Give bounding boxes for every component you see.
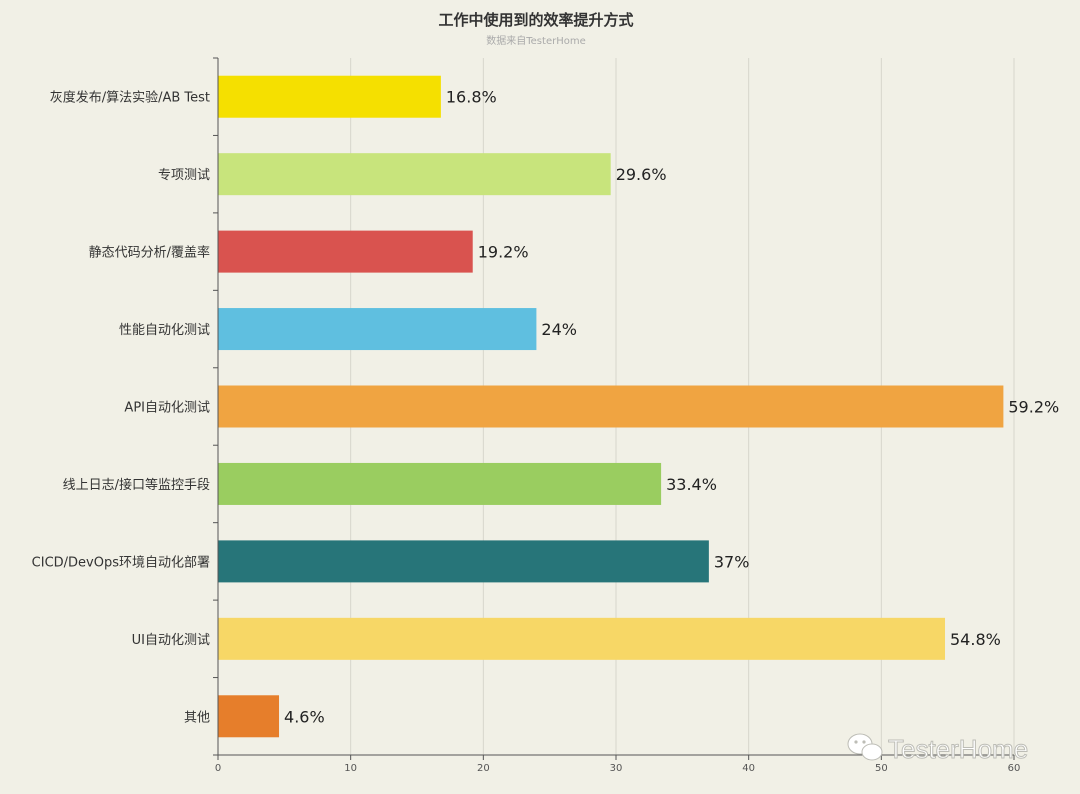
x-tick-label: 0	[215, 763, 221, 774]
bar	[218, 75, 441, 118]
watermark-text: TesterHome	[888, 734, 1028, 764]
category-label: CICD/DevOps环境自动化部署	[32, 555, 210, 570]
x-tick-label: 30	[610, 763, 623, 774]
chart-subtitle: 数据来自TesterHome	[486, 34, 586, 47]
data-label: 29.6%	[616, 165, 667, 184]
x-tick-label: 10	[344, 763, 357, 774]
category-label: 灰度发布/算法实验/AB Test	[50, 90, 210, 106]
axes: 0 10 20 30 40 50 60 灰度发布/算法实验/AB Test 专项测试静态代码分析…	[32, 57, 1021, 774]
data-label: 19.2%	[478, 243, 529, 262]
x-tick-label: 40	[742, 763, 755, 774]
bars: 16.8% 29.6% 19.2% 24% 59.2% 33.4% 37% 54.8% 4.6%	[218, 75, 1059, 738]
bar	[218, 540, 709, 583]
category-label: 性能自动化测试	[119, 323, 210, 338]
watermark: TesterHome	[847, 733, 1029, 765]
data-label: 16.8%	[446, 88, 497, 107]
data-label: 37%	[714, 552, 750, 571]
category-label: 其他	[184, 710, 210, 725]
category-label: UI自动化测试	[132, 633, 210, 648]
wechat-icon	[847, 733, 883, 761]
x-tick-label: 60	[1008, 763, 1021, 774]
data-label: 4.6%	[284, 707, 325, 726]
bar	[218, 308, 537, 351]
bar	[218, 230, 473, 273]
category-label: 专项测试	[158, 168, 210, 183]
chart-title: 工作中使用到的效率提升方式	[438, 11, 633, 29]
bar	[218, 695, 280, 738]
category-label: 线上日志/接口等监控手段	[63, 477, 210, 493]
data-label: 24%	[541, 320, 577, 339]
data-label: 54.8%	[950, 630, 1001, 649]
bar	[218, 462, 662, 505]
data-label: 33.4%	[666, 475, 717, 494]
x-tick-label: 50	[875, 763, 888, 774]
x-tick-label: 20	[477, 763, 490, 774]
bar	[218, 617, 946, 660]
bar	[218, 385, 1004, 428]
category-label: 静态代码分析/覆盖率	[89, 245, 210, 261]
data-label: 59.2%	[1008, 398, 1059, 417]
category-label: API自动化测试	[124, 401, 210, 416]
bar	[218, 153, 611, 196]
